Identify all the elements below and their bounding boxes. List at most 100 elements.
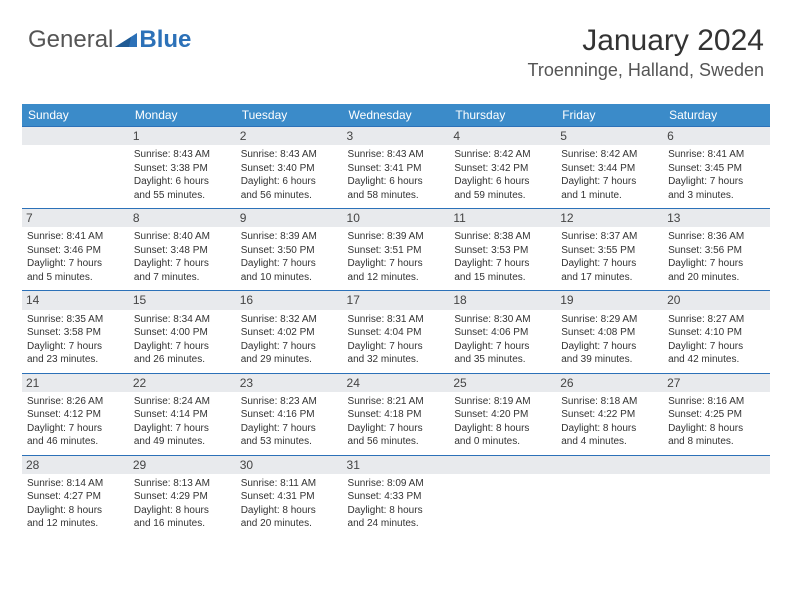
location: Troenninge, Halland, Sweden [528,60,765,81]
day-cell: 27Sunrise: 8:16 AMSunset: 4:25 PMDayligh… [663,374,770,455]
sunrise-line: Sunrise: 8:43 AM [134,148,231,162]
logo-text-blue: Blue [139,26,191,54]
day-cell: 30Sunrise: 8:11 AMSunset: 4:31 PMDayligh… [236,456,343,537]
daylight-line: Daylight: 7 hours [668,257,765,271]
sunset-line: Sunset: 3:46 PM [27,244,124,258]
sunrise-line: Sunrise: 8:38 AM [454,230,551,244]
day-number: 2 [236,127,343,145]
daylight-line: and 4 minutes. [561,435,658,449]
sunrise-line: Sunrise: 8:11 AM [241,477,338,491]
day-number: 4 [449,127,556,145]
daylight-line: and 12 minutes. [27,517,124,531]
daylight-line: and 17 minutes. [561,271,658,285]
day-cell: 4Sunrise: 8:42 AMSunset: 3:42 PMDaylight… [449,127,556,208]
sunrise-line: Sunrise: 8:39 AM [348,230,445,244]
daylight-line: Daylight: 7 hours [561,257,658,271]
day-cell: 7 Sunrise: 8:41 AMSunset: 3:46 PMDaylight… [22,209,129,290]
daylight-line: and 3 minutes. [668,189,765,203]
sunset-line: Sunset: 3:56 PM [668,244,765,258]
week-row: 1Sunrise: 8:43 AMSunset: 3:38 PMDaylight… [22,126,770,208]
daylight-line: Daylight: 7 hours [134,340,231,354]
day-number-empty [556,456,663,474]
day-cell: 26Sunrise: 8:18 AMSunset: 4:22 PMDayligh… [556,374,663,455]
sunrise-line: Sunrise: 8:35 AM [27,313,124,327]
sunset-line: Sunset: 4:14 PM [134,408,231,422]
day-number: 31 [343,456,450,474]
daylight-line: and 29 minutes. [241,353,338,367]
daylight-line: and 7 minutes. [134,271,231,285]
daylight-line: and 26 minutes. [134,353,231,367]
day-header-thursday: Thursday [449,104,556,126]
day-header-sunday: Sunday [22,104,129,126]
sunset-line: Sunset: 3:58 PM [27,326,124,340]
daylight-line: Daylight: 7 hours [134,257,231,271]
daylight-line: and 16 minutes. [134,517,231,531]
daylight-line: and 58 minutes. [348,189,445,203]
daylight-line: Daylight: 7 hours [241,257,338,271]
day-number: 13 [663,209,770,227]
sunset-line: Sunset: 4:25 PM [668,408,765,422]
day-cell: 8Sunrise: 8:40 AMSunset: 3:48 PMDaylight… [129,209,236,290]
daylight-line: Daylight: 7 hours [561,340,658,354]
day-number: 21 [22,374,129,392]
sunrise-line: Sunrise: 8:43 AM [348,148,445,162]
day-number-empty [663,456,770,474]
day-cell: 18Sunrise: 8:30 AMSunset: 4:06 PMDayligh… [449,291,556,372]
sunset-line: Sunset: 3:42 PM [454,162,551,176]
sunset-line: Sunset: 4:10 PM [668,326,765,340]
sunset-line: Sunset: 4:06 PM [454,326,551,340]
daylight-line: Daylight: 7 hours [561,175,658,189]
day-number: 20 [663,291,770,309]
day-cell: 14Sunrise: 8:35 AMSunset: 3:58 PMDayligh… [22,291,129,372]
daylight-line: and 39 minutes. [561,353,658,367]
day-cell: 11Sunrise: 8:38 AMSunset: 3:53 PMDayligh… [449,209,556,290]
daylight-line: Daylight: 7 hours [27,257,124,271]
sunset-line: Sunset: 4:08 PM [561,326,658,340]
day-cell: 24Sunrise: 8:21 AMSunset: 4:18 PMDayligh… [343,374,450,455]
day-number: 5 [556,127,663,145]
day-cell: 5Sunrise: 8:42 AMSunset: 3:44 PMDaylight… [556,127,663,208]
day-cell: 12Sunrise: 8:37 AMSunset: 3:55 PMDayligh… [556,209,663,290]
day-header-monday: Monday [129,104,236,126]
day-number: 12 [556,209,663,227]
daylight-line: and 8 minutes. [668,435,765,449]
day-cell: 2Sunrise: 8:43 AMSunset: 3:40 PMDaylight… [236,127,343,208]
day-number: 9 [236,209,343,227]
day-header-saturday: Saturday [663,104,770,126]
day-cell: 13 Sunrise: 8:36 AMSunset: 3:56 PMDayligh… [663,209,770,290]
daylight-line: and 32 minutes. [348,353,445,367]
daylight-line: and 53 minutes. [241,435,338,449]
day-cell: 1Sunrise: 8:43 AMSunset: 3:38 PMDaylight… [129,127,236,208]
sunrise-line: Sunrise: 8:36 AM [668,230,765,244]
sunrise-line: Sunrise: 8:41 AM [668,148,765,162]
sunrise-line: Sunrise: 8:40 AM [134,230,231,244]
daylight-line: and 20 minutes. [668,271,765,285]
sunset-line: Sunset: 4:04 PM [348,326,445,340]
day-number: 28 [22,456,129,474]
week-row: 7Sunrise: 8:41 AMSunset: 3:46 PMDaylight… [22,208,770,290]
month-title: January 2024 [528,24,765,58]
sunrise-line: Sunrise: 8:41 AM [27,230,124,244]
week-row: 14Sunrise: 8:35 AMSunset: 3:58 PMDayligh… [22,290,770,372]
day-number: 27 [663,374,770,392]
daylight-line: Daylight: 8 hours [27,504,124,518]
daylight-line: and 59 minutes. [454,189,551,203]
daylight-line: Daylight: 6 hours [454,175,551,189]
day-header-tuesday: Tuesday [236,104,343,126]
daylight-line: and 46 minutes. [27,435,124,449]
daylight-line: and 23 minutes. [27,353,124,367]
daylight-line: Daylight: 8 hours [668,422,765,436]
day-number: 19 [556,291,663,309]
week-row: 28Sunrise: 8:14 AMSunset: 4:27 PMDayligh… [22,455,770,537]
day-cell: 16Sunrise: 8:32 AMSunset: 4:02 PMDayligh… [236,291,343,372]
daylight-line: Daylight: 7 hours [668,175,765,189]
daylight-line: and 0 minutes. [454,435,551,449]
daylight-line: and 24 minutes. [348,517,445,531]
sunset-line: Sunset: 4:18 PM [348,408,445,422]
day-cell: 22Sunrise: 8:24 AMSunset: 4:14 PMDayligh… [129,374,236,455]
daylight-line: and 1 minute. [561,189,658,203]
day-number: 7 [22,209,129,227]
daylight-line: and 56 minutes. [241,189,338,203]
day-number: 3 [343,127,450,145]
sunrise-line: Sunrise: 8:19 AM [454,395,551,409]
